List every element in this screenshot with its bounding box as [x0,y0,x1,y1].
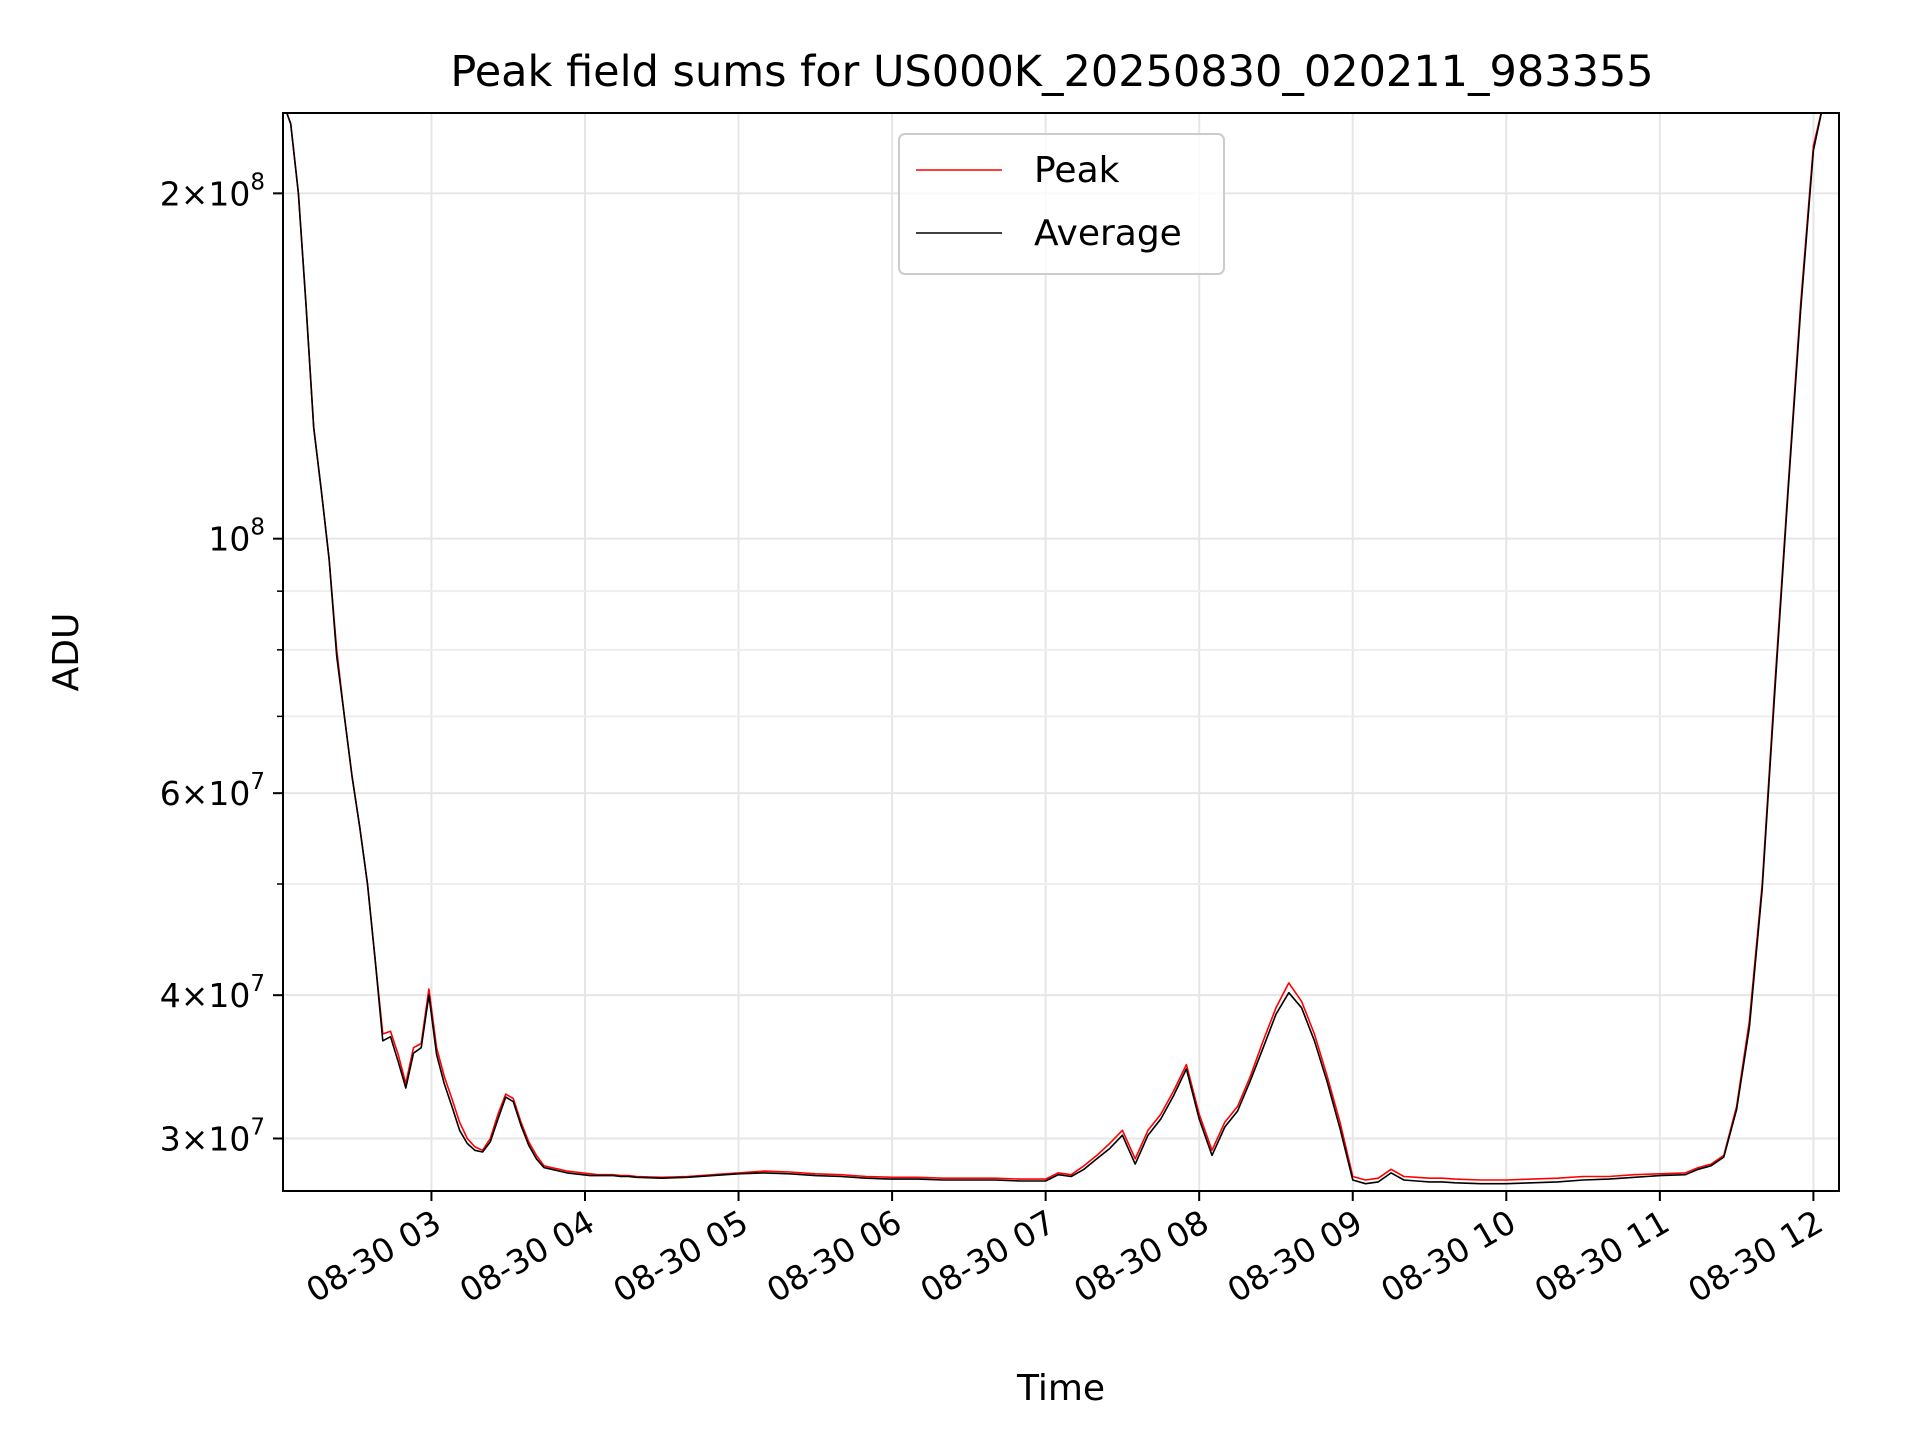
series-line-peak [285,113,1822,1181]
y-axis: 3×107 4×107 6×107 108 2×108 [160,169,283,1159]
y-tick-label: 108 [208,515,265,559]
legend: Peak Average [898,133,1225,275]
legend-box [898,133,1225,275]
y-tick-label: 4×107 [160,971,265,1015]
y-tick-label: 2×108 [160,169,265,213]
plot-frame [282,112,1840,1192]
y-axis-title: ADU [46,613,87,692]
chart-title: Peak field sums for US000K_20250830_0202… [450,47,1653,97]
y-tick-label: 3×107 [160,1115,265,1159]
plot-area [285,113,1823,1185]
y-tick-label: 6×107 [160,769,265,813]
x-axis-title: Time [1016,1368,1105,1409]
legend-label-average: Average [1034,213,1182,254]
series-line-average [285,113,1823,1185]
legend-label-peak: Peak [1034,150,1120,191]
